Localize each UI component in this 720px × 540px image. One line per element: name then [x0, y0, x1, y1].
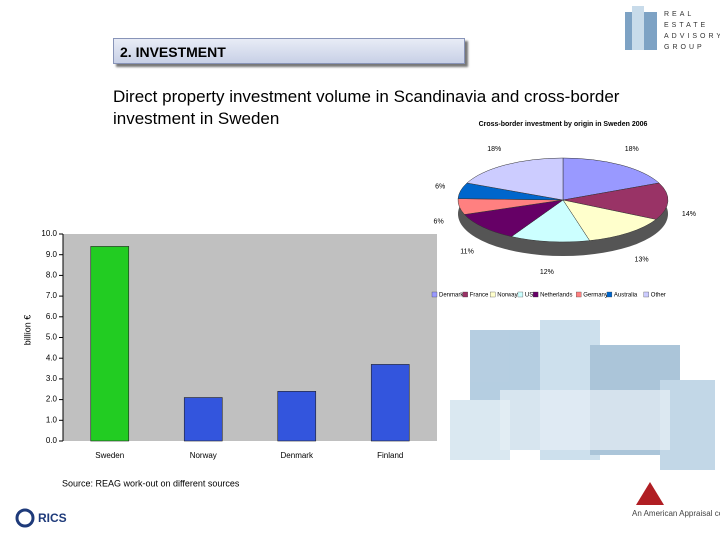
footer-right: An American Appraisal company: [632, 509, 720, 518]
pie-label: 12%: [540, 269, 554, 276]
logo-text: REAL: [664, 11, 694, 18]
legend-label: Germany: [583, 293, 608, 299]
pie-slice: [466, 157, 564, 201]
y-tick-label: 6.0: [46, 312, 58, 321]
bar: [370, 364, 410, 442]
building-art: [450, 320, 715, 470]
section-header: 2. INVESTMENT: [113, 38, 465, 64]
legend-swatch: [643, 291, 649, 298]
legend-label: Other: [651, 293, 666, 299]
x-tick-label: Finland: [377, 451, 403, 460]
logo-text: GROUP: [664, 44, 705, 51]
legend-swatch: [517, 291, 524, 298]
pie-slice: [562, 182, 669, 220]
y-axis-label: billion €: [22, 315, 32, 346]
logo-art: [625, 6, 657, 50]
legend-swatch: [576, 291, 582, 298]
pie-title: Cross-border investment by origin in Swe…: [479, 121, 648, 128]
legend-swatch: [462, 291, 468, 298]
legend-swatch: [431, 291, 438, 298]
logo-text: ESTATE: [664, 22, 708, 29]
footer-left: RICS: [38, 511, 67, 525]
legend-label: Denmark: [439, 293, 464, 299]
bar: [277, 391, 317, 442]
pie-label: 6%: [434, 219, 444, 226]
x-tick-label: Sweden: [95, 451, 124, 460]
y-tick-label: 8.0: [46, 271, 58, 280]
aa-logo: [636, 482, 664, 505]
source-note: Source: REAG work-out on different sourc…: [62, 478, 240, 488]
pie-label: 13%: [635, 256, 649, 263]
legend-label: Australia: [614, 293, 638, 299]
y-tick-label: 3.0: [46, 374, 58, 383]
pie-slice: [562, 199, 657, 241]
pie-slice: [562, 157, 660, 201]
logo-text: ADVISORY: [664, 33, 720, 40]
pie-label: 18%: [625, 146, 639, 153]
x-tick-label: Denmark: [281, 451, 314, 460]
pie-label: 14%: [682, 211, 696, 218]
x-tick-label: Norway: [190, 451, 217, 460]
y-tick-label: 7.0: [46, 291, 58, 300]
y-tick-label: 5.0: [46, 333, 58, 342]
legend-label: France: [470, 293, 489, 299]
pie-label: 11%: [460, 248, 474, 255]
rics-logo: [15, 508, 35, 528]
pie-slice: [510, 199, 591, 243]
y-tick-label: 4.0: [46, 353, 58, 362]
bar: [90, 246, 130, 442]
y-tick-label: 0.0: [46, 436, 58, 445]
bar: [183, 397, 223, 442]
pie-label: 18%: [487, 146, 501, 153]
legend-label: Netherlands: [540, 293, 572, 299]
legend-label: Norway: [497, 293, 517, 299]
y-tick-label: 2.0: [46, 395, 58, 404]
pie-label: 6%: [435, 183, 445, 190]
y-tick-label: 10.0: [41, 229, 57, 238]
slide-title: Direct property investment volume in Sca…: [113, 87, 620, 128]
y-tick-label: 1.0: [46, 415, 58, 424]
legend-swatch: [490, 291, 496, 298]
pie-slice: [463, 199, 564, 237]
legend-swatch: [606, 291, 613, 298]
legend-swatch: [532, 291, 539, 298]
y-tick-label: 9.0: [46, 250, 58, 259]
legend-label: US: [525, 293, 533, 299]
